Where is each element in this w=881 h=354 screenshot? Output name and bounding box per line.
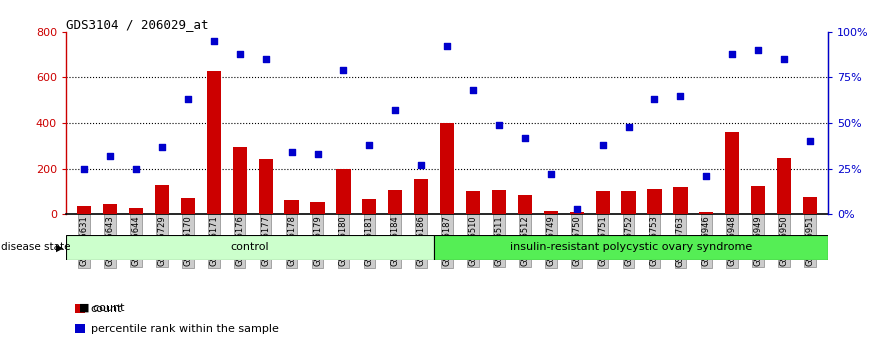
Bar <box>518 195 532 214</box>
Bar <box>803 197 817 214</box>
Point <box>673 93 687 98</box>
Text: ▶: ▶ <box>56 242 63 252</box>
Bar <box>434 235 828 260</box>
Bar <box>337 169 351 214</box>
Point <box>259 56 273 62</box>
Text: insulin-resistant polycystic ovary syndrome: insulin-resistant polycystic ovary syndr… <box>510 242 752 252</box>
Bar <box>570 212 584 214</box>
Bar <box>414 179 428 214</box>
Bar <box>181 198 195 214</box>
Point <box>648 97 662 102</box>
Bar <box>258 159 273 214</box>
Bar <box>751 186 766 214</box>
Bar <box>310 202 324 214</box>
Bar <box>362 199 376 214</box>
Bar <box>103 204 117 214</box>
Bar <box>466 192 480 214</box>
Bar <box>492 190 506 214</box>
Point <box>310 151 324 157</box>
Point <box>129 166 143 171</box>
Point <box>389 107 403 113</box>
Bar <box>648 189 662 214</box>
Bar <box>285 200 299 214</box>
Bar <box>777 158 791 214</box>
Point <box>103 153 117 159</box>
Bar <box>544 211 558 214</box>
Point <box>440 44 454 49</box>
Point <box>570 206 584 212</box>
Point <box>233 51 247 57</box>
Bar <box>66 235 434 260</box>
Bar <box>155 184 169 214</box>
Text: ■ count: ■ count <box>79 303 125 313</box>
Point <box>700 173 714 179</box>
Bar <box>78 206 92 214</box>
Bar <box>440 123 455 214</box>
Bar <box>725 132 739 214</box>
Point <box>337 67 351 73</box>
Point <box>155 144 169 149</box>
Point <box>207 38 221 44</box>
Text: GDS3104 / 206029_at: GDS3104 / 206029_at <box>66 18 209 31</box>
Bar <box>389 190 403 214</box>
Point <box>285 149 299 155</box>
Point <box>777 56 791 62</box>
Point <box>725 51 739 57</box>
Text: count: count <box>91 304 122 314</box>
Point <box>621 124 635 130</box>
Point <box>518 135 532 141</box>
Point <box>492 122 506 128</box>
Text: disease state: disease state <box>1 242 70 252</box>
Bar <box>673 187 687 214</box>
Bar <box>596 192 610 214</box>
Point <box>751 47 766 53</box>
Point <box>362 142 376 148</box>
Text: percentile rank within the sample: percentile rank within the sample <box>91 324 278 333</box>
Bar <box>129 208 144 214</box>
Bar <box>700 212 714 214</box>
Bar <box>207 70 221 214</box>
Point <box>181 97 195 102</box>
Text: control: control <box>231 242 270 252</box>
Bar <box>233 147 247 214</box>
Point <box>466 87 480 93</box>
Point <box>414 162 428 168</box>
Point <box>803 138 817 144</box>
Point <box>544 171 558 177</box>
Point <box>78 166 92 171</box>
Bar <box>621 192 636 214</box>
Point <box>596 142 610 148</box>
